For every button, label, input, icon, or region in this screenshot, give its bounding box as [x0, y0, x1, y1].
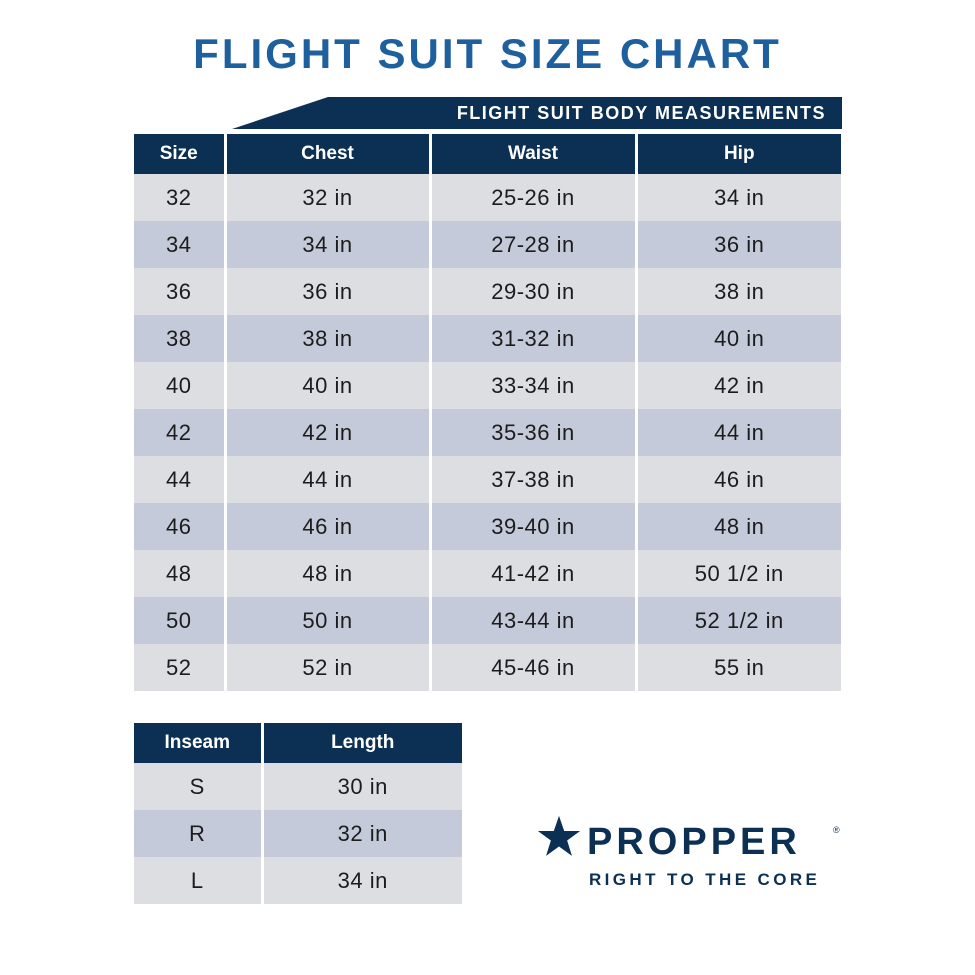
hip-cell: 42 in: [634, 362, 841, 409]
header-size: Size: [134, 134, 225, 174]
length-cell: 34 in: [260, 857, 462, 904]
registered-mark: ®: [833, 825, 840, 835]
size-cell: 50: [134, 597, 225, 644]
inseam-cell: L: [134, 857, 262, 904]
chest-cell: 40 in: [223, 362, 430, 409]
header-chest: Chest: [223, 134, 430, 174]
chest-cell: 42 in: [223, 409, 430, 456]
waist-cell: 35-36 in: [428, 409, 636, 456]
table-header-row: Size Chest Waist Hip: [134, 134, 841, 174]
chest-cell: 48 in: [223, 550, 430, 597]
waist-cell: 33-34 in: [428, 362, 636, 409]
waist-cell: 25-26 in: [428, 174, 636, 221]
hip-cell: 52 1/2 in: [634, 597, 841, 644]
table-row: R 32 in: [134, 810, 462, 857]
inseam-cell: S: [134, 763, 262, 810]
brand-name: PROPPER: [587, 821, 801, 863]
hip-cell: 40 in: [634, 315, 841, 362]
table-header-row: Inseam Length: [134, 723, 462, 763]
table-row: 46 46 in 39-40 in 48 in: [134, 503, 841, 550]
size-cell: 46: [134, 503, 225, 550]
body-measurements-banner: FLIGHT SUIT BODY MEASUREMENTS: [232, 97, 842, 129]
size-cell: 40: [134, 362, 225, 409]
star-icon: [537, 815, 581, 856]
chest-cell: 38 in: [223, 315, 430, 362]
size-cell: 32: [134, 174, 225, 221]
table-row: 38 38 in 31-32 in 40 in: [134, 315, 841, 362]
body-measurements-table: Size Chest Waist Hip 32 32 in 25-26 in 34 i…: [134, 134, 841, 691]
hip-cell: 38 in: [634, 268, 841, 315]
length-cell: 32 in: [260, 810, 462, 857]
chest-cell: 46 in: [223, 503, 430, 550]
chest-cell: 52 in: [223, 644, 430, 691]
banner-label: FLIGHT SUIT BODY MEASUREMENTS: [456, 102, 826, 123]
waist-cell: 37-38 in: [428, 456, 636, 503]
header-inseam: Inseam: [134, 723, 262, 763]
hip-cell: 46 in: [634, 456, 841, 503]
size-cell: 42: [134, 409, 225, 456]
table-row: 44 44 in 37-38 in 46 in: [134, 456, 841, 503]
waist-cell: 31-32 in: [428, 315, 636, 362]
chest-cell: 50 in: [223, 597, 430, 644]
propper-logo: PROPPER ® RIGHT TO THE CORE: [537, 815, 847, 895]
size-cell: 38: [134, 315, 225, 362]
table-row: 34 34 in 27-28 in 36 in: [134, 221, 841, 268]
size-cell: 48: [134, 550, 225, 597]
hip-cell: 50 1/2 in: [634, 550, 841, 597]
table-row: 32 32 in 25-26 in 34 in: [134, 174, 841, 221]
chest-cell: 44 in: [223, 456, 430, 503]
page-title: FLIGHT SUIT SIZE CHART: [193, 30, 782, 77]
table-row: 52 52 in 45-46 in 55 in: [134, 644, 841, 691]
hip-cell: 34 in: [634, 174, 841, 221]
chest-cell: 36 in: [223, 268, 430, 315]
header-waist: Waist: [428, 134, 636, 174]
table-row: 50 50 in 43-44 in 52 1/2 in: [134, 597, 841, 644]
waist-cell: 27-28 in: [428, 221, 636, 268]
brand-tagline: RIGHT TO THE CORE: [589, 870, 821, 889]
size-cell: 36: [134, 268, 225, 315]
waist-cell: 29-30 in: [428, 268, 636, 315]
inseam-cell: R: [134, 810, 262, 857]
size-cell: 52: [134, 644, 225, 691]
header-length: Length: [260, 723, 462, 763]
table-row: 48 48 in 41-42 in 50 1/2 in: [134, 550, 841, 597]
length-cell: 30 in: [260, 763, 462, 810]
inseam-table: Inseam Length S 30 in R 32 in L 34 in: [134, 723, 462, 904]
table-row: S 30 in: [134, 763, 462, 810]
hip-cell: 55 in: [634, 644, 841, 691]
waist-cell: 39-40 in: [428, 503, 636, 550]
table-row: 42 42 in 35-36 in 44 in: [134, 409, 841, 456]
table-row: 36 36 in 29-30 in 38 in: [134, 268, 841, 315]
hip-cell: 44 in: [634, 409, 841, 456]
header-hip: Hip: [634, 134, 841, 174]
waist-cell: 43-44 in: [428, 597, 636, 644]
waist-cell: 45-46 in: [428, 644, 636, 691]
size-cell: 34: [134, 221, 225, 268]
hip-cell: 48 in: [634, 503, 841, 550]
table-row: 40 40 in 33-34 in 42 in: [134, 362, 841, 409]
chest-cell: 32 in: [223, 174, 430, 221]
size-cell: 44: [134, 456, 225, 503]
hip-cell: 36 in: [634, 221, 841, 268]
waist-cell: 41-42 in: [428, 550, 636, 597]
chest-cell: 34 in: [223, 221, 430, 268]
table-row: L 34 in: [134, 857, 462, 904]
